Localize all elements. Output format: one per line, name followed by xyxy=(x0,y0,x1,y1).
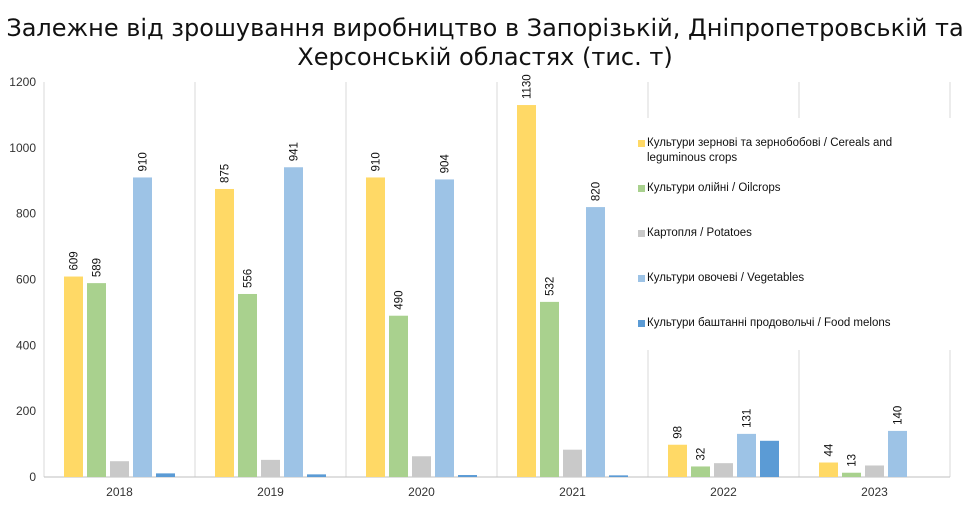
data-label: 131 xyxy=(742,409,754,428)
x-tick-label: 2018 xyxy=(106,485,133,499)
bar xyxy=(888,430,907,477)
chart-title: Залежне від зрошування виробництво в Зап… xyxy=(0,14,970,72)
bar xyxy=(238,293,257,477)
legend-label: Культури баштанні продовольчі / Food mel… xyxy=(647,317,891,329)
chart-title-line-2: Херсонській областях (тис. т) xyxy=(297,43,673,71)
legend-swatch xyxy=(638,230,645,237)
legend-item: Культури овочеві / Vegetables xyxy=(636,271,946,286)
legend-swatch xyxy=(638,275,645,282)
bar xyxy=(714,463,733,477)
bar xyxy=(64,276,83,477)
x-tick-label: 2021 xyxy=(559,485,586,499)
x-tick-label: 2022 xyxy=(710,485,737,499)
legend-swatch xyxy=(638,140,645,147)
bar xyxy=(586,207,605,478)
bar xyxy=(842,472,861,477)
data-label: 609 xyxy=(69,251,81,270)
bar xyxy=(819,462,838,477)
bar xyxy=(389,315,408,477)
y-tick-label: 200 xyxy=(16,404,36,418)
data-label: 910 xyxy=(371,152,383,171)
data-label: 589 xyxy=(92,258,104,277)
bar xyxy=(307,474,326,477)
legend-swatch xyxy=(638,320,645,327)
bar xyxy=(284,167,303,478)
data-label: 941 xyxy=(289,142,301,161)
data-label: 904 xyxy=(440,154,452,174)
data-label: 875 xyxy=(220,164,232,183)
data-label: 140 xyxy=(893,406,905,425)
data-label: 44 xyxy=(824,443,836,456)
bar xyxy=(609,475,628,477)
data-label: 13 xyxy=(847,454,859,467)
bar xyxy=(366,177,385,478)
y-tick-label: 0 xyxy=(29,470,36,484)
legend-label: Картопля / Potatoes xyxy=(647,227,752,239)
bar xyxy=(133,177,152,478)
y-tick-label: 400 xyxy=(16,338,36,352)
data-label: 910 xyxy=(138,152,150,171)
data-label: 490 xyxy=(394,291,406,310)
bar xyxy=(691,466,710,477)
bar xyxy=(412,456,431,477)
data-label: 556 xyxy=(243,269,255,288)
bar xyxy=(435,179,454,477)
legend-label: Культури овочеві / Vegetables xyxy=(647,272,805,284)
x-tick-label: 2023 xyxy=(861,485,888,499)
legend: Культури зернові та зернобобові / Cereal… xyxy=(636,118,966,350)
data-label: 532 xyxy=(545,277,557,296)
legend-item: Картопля / Potatoes xyxy=(636,226,946,241)
bar xyxy=(737,433,756,477)
legend-label: Культури олійні / Oilcrops xyxy=(647,182,781,194)
x-tick-label: 2020 xyxy=(408,485,435,499)
bar xyxy=(110,461,129,477)
bar xyxy=(458,475,477,477)
bar xyxy=(261,459,280,477)
bar xyxy=(865,465,884,477)
chart-title-line-1: Залежне від зрошування виробництво в Зап… xyxy=(6,14,964,42)
data-label: 98 xyxy=(673,426,685,439)
data-label: 820 xyxy=(591,182,603,201)
y-tick-label: 600 xyxy=(16,273,36,287)
bar xyxy=(87,283,106,477)
y-tick-label: 1200 xyxy=(9,75,36,89)
legend-item: Культури зернові та зернобобові / Cereal… xyxy=(636,136,946,166)
bar xyxy=(215,188,234,477)
legend-swatch xyxy=(638,185,645,192)
y-tick-label: 1000 xyxy=(9,141,36,155)
bar xyxy=(156,473,175,477)
bar xyxy=(563,449,582,477)
legend-item: Культури баштанні продовольчі / Food mel… xyxy=(636,316,946,331)
x-tick-label: 2019 xyxy=(257,485,284,499)
bar xyxy=(517,105,536,478)
data-label: 1130 xyxy=(522,74,534,99)
data-label: 32 xyxy=(696,448,708,461)
bar xyxy=(668,444,687,477)
y-tick-label: 800 xyxy=(16,207,36,221)
bar xyxy=(540,301,559,477)
legend-label: Культури зернові та зернобобові / Cereal… xyxy=(647,137,893,164)
legend-item: Культури олійні / Oilcrops xyxy=(636,181,946,196)
bar xyxy=(760,440,779,477)
